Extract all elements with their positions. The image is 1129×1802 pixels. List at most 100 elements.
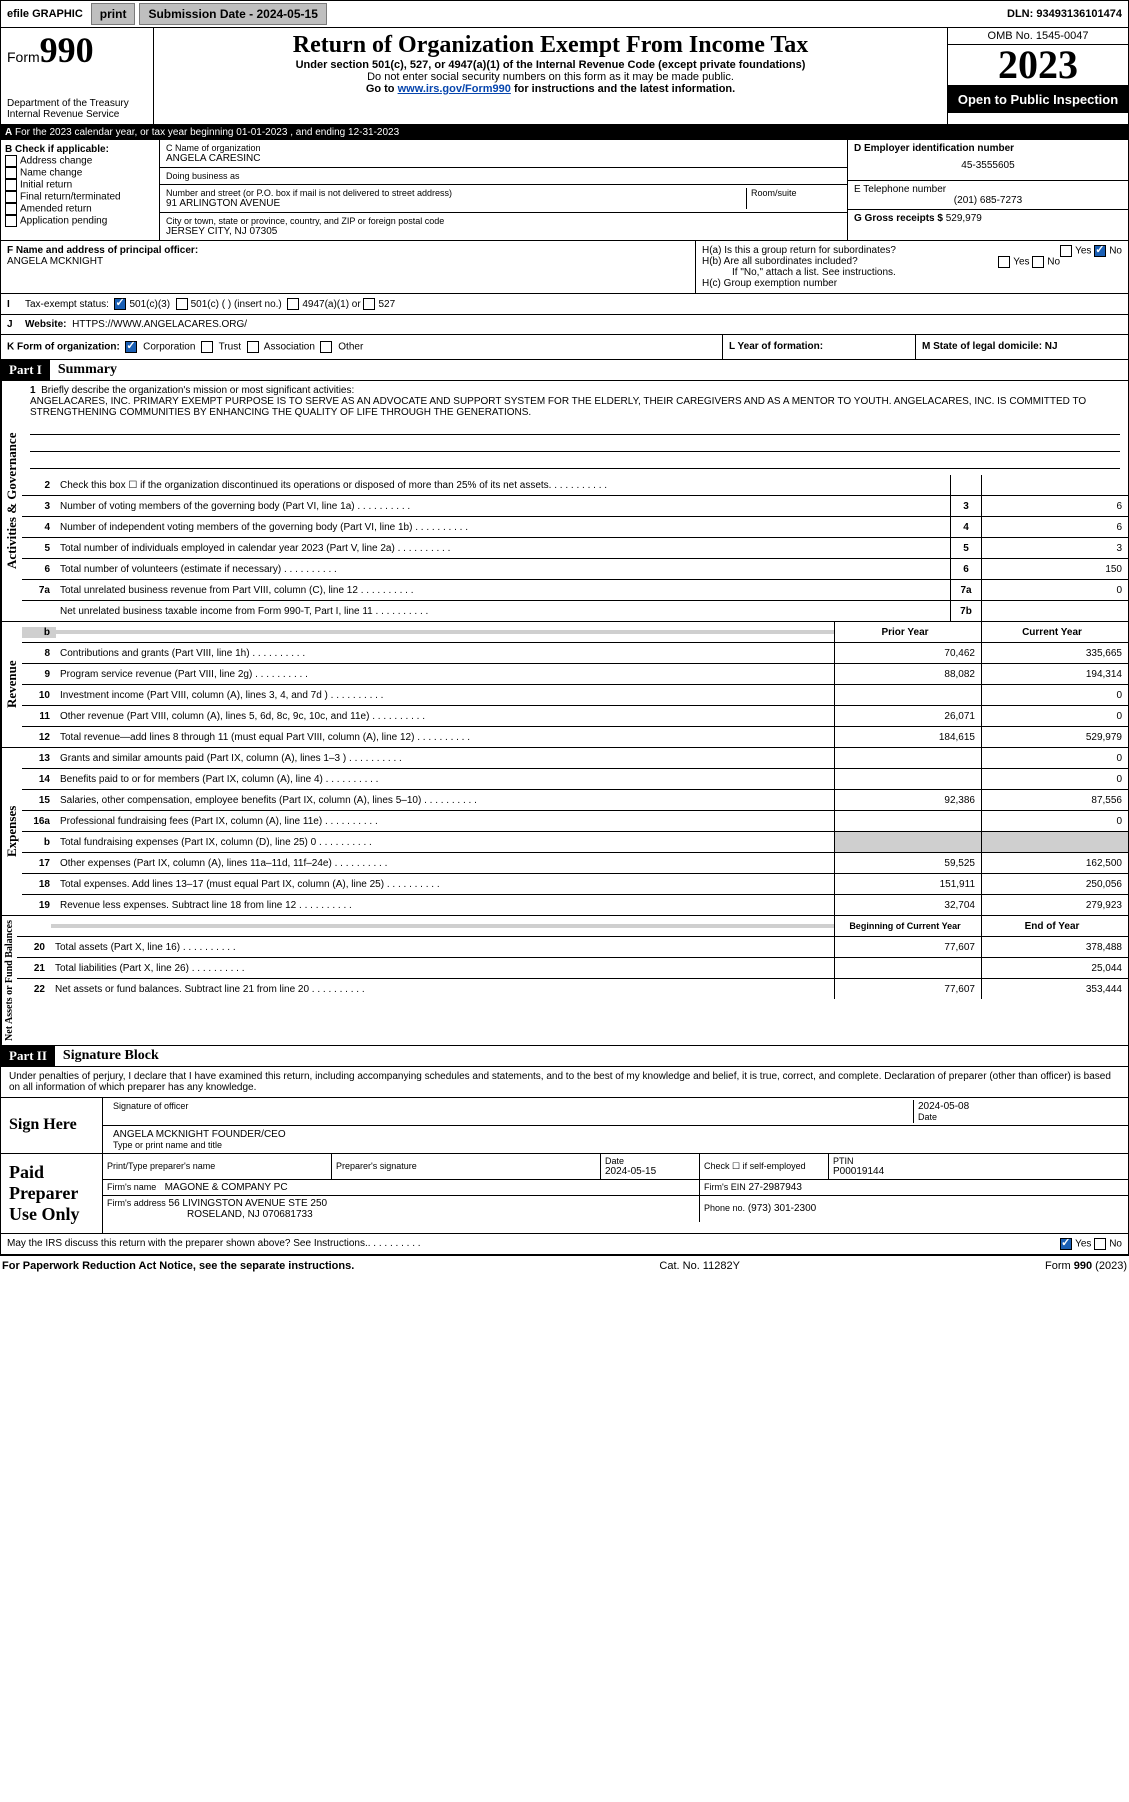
entity-block: B Check if applicable: Address change Na…: [0, 140, 1129, 241]
tax-year: 2023: [948, 45, 1128, 86]
line-16a: 16a Professional fundraising fees (Part …: [22, 811, 1128, 832]
hb-label: H(b) Are all subordinates included?: [702, 256, 858, 267]
part-1-header: Part I Summary: [0, 360, 1129, 381]
initial-return-checkbox[interactable]: [5, 179, 17, 191]
line-22: 22 Net assets or fund balances. Subtract…: [17, 979, 1128, 999]
line-18: 18 Total expenses. Add lines 13–17 (must…: [22, 874, 1128, 895]
submission-date-button[interactable]: Submission Date - 2024-05-15: [139, 3, 326, 25]
association-checkbox[interactable]: [247, 341, 259, 353]
line-19: 19 Revenue less expenses. Subtract line …: [22, 895, 1128, 915]
line-13: 13 Grants and similar amounts paid (Part…: [22, 748, 1128, 769]
firm-ein: 27-2987943: [749, 1182, 802, 1193]
officer-label: F Name and address of principal officer:: [7, 245, 198, 256]
address-label: Number and street (or P.O. box if mail i…: [166, 188, 746, 198]
ha-label: H(a) Is this a group return for subordin…: [702, 245, 896, 256]
501c-checkbox[interactable]: [176, 298, 188, 310]
prior-year-header: Prior Year: [834, 622, 981, 642]
efile-label: efile GRAPHIC: [1, 8, 89, 20]
part-2-header: Part II Signature Block: [0, 1046, 1129, 1067]
discuss-yes-checkbox[interactable]: [1060, 1238, 1072, 1250]
line-17: 17 Other expenses (Part IX, column (A), …: [22, 853, 1128, 874]
print-button[interactable]: print: [91, 3, 136, 25]
year-formation-label: L Year of formation:: [729, 341, 823, 352]
gross-receipts-value: 529,979: [946, 213, 982, 224]
sign-here-label: Sign Here: [1, 1098, 103, 1153]
line-15: 15 Salaries, other compensation, employe…: [22, 790, 1128, 811]
line-10: 10 Investment income (Part VIII, column …: [22, 685, 1128, 706]
4947-checkbox[interactable]: [287, 298, 299, 310]
section-i: I Tax-exempt status: 501(c)(3) 501(c) ( …: [0, 294, 1129, 315]
line-20: 20 Total assets (Part X, line 16) 77,607…: [17, 937, 1128, 958]
discuss-no-checkbox[interactable]: [1094, 1238, 1106, 1250]
current-year-header: Current Year: [981, 622, 1128, 642]
amended-return-checkbox[interactable]: [5, 203, 17, 215]
name-change-checkbox[interactable]: [5, 167, 17, 179]
application-pending-checkbox[interactable]: [5, 215, 17, 227]
city-label: City or town, state or province, country…: [166, 216, 841, 226]
net-assets-tab: Net Assets or Fund Balances: [1, 916, 17, 1045]
address-change-checkbox[interactable]: [5, 155, 17, 167]
527-checkbox[interactable]: [363, 298, 375, 310]
ha-yes-checkbox[interactable]: [1060, 245, 1072, 257]
firm-phone: (973) 301-2300: [748, 1203, 816, 1214]
section-f-h: F Name and address of principal officer:…: [0, 241, 1129, 294]
room-label: Room/suite: [751, 188, 841, 198]
org-name-label: C Name of organization: [166, 143, 841, 153]
form-subtitle-1: Under section 501(c), 527, or 4947(a)(1)…: [158, 59, 943, 71]
officer-name: ANGELA MCKNIGHT: [7, 256, 103, 267]
beginning-year-header: Beginning of Current Year: [834, 916, 981, 936]
ha-no-checkbox[interactable]: [1094, 245, 1106, 257]
line-7a: 7a Total unrelated business revenue from…: [22, 580, 1128, 601]
ein-value: 45-3555605: [854, 154, 1122, 177]
line-8: 8 Contributions and grants (Part VIII, l…: [22, 643, 1128, 664]
corporation-checkbox[interactable]: [125, 341, 137, 353]
hb-note: If "No," attach a list. See instructions…: [702, 267, 1122, 278]
governance-tab: Activities & Governance: [1, 381, 22, 621]
ein-label: D Employer identification number: [854, 143, 1122, 154]
form-number: 990: [40, 30, 94, 70]
page-footer: For Paperwork Reduction Act Notice, see …: [0, 1255, 1129, 1276]
501c3-checkbox[interactable]: [114, 298, 126, 310]
line-4: 4 Number of independent voting members o…: [22, 517, 1128, 538]
expenses-tab: Expenses: [1, 748, 22, 915]
website-value: HTTPS://WWW.ANGELACARES.ORG/: [72, 319, 247, 330]
dba-label: Doing business as: [166, 171, 841, 181]
address-value: 91 ARLINGTON AVENUE: [166, 198, 746, 209]
form-header: Form990 Department of the Treasury Inter…: [0, 28, 1129, 125]
form-word: Form: [7, 49, 40, 65]
line-a: A For the 2023 calendar year, or tax yea…: [0, 125, 1129, 140]
line-9: 9 Program service revenue (Part VIII, li…: [22, 664, 1128, 685]
paid-preparer-label: Paid Preparer Use Only: [1, 1154, 103, 1233]
irs-label: Internal Revenue Service: [7, 109, 147, 120]
hc-label: H(c) Group exemption number: [702, 278, 1122, 289]
mission-text: ANGELACARES, INC. PRIMARY EXEMPT PURPOSE…: [30, 396, 1086, 418]
final-return-checkbox[interactable]: [5, 191, 17, 203]
signer-name: ANGELA MCKNIGHT FOUNDER/CEO: [113, 1129, 1118, 1140]
line-3: 3 Number of voting members of the govern…: [22, 496, 1128, 517]
trust-checkbox[interactable]: [201, 341, 213, 353]
perjury-statement: Under penalties of perjury, I declare th…: [1, 1067, 1128, 1098]
phone-label: E Telephone number: [854, 184, 1122, 195]
line-14: 14 Benefits paid to or for members (Part…: [22, 769, 1128, 790]
line-: Net unrelated business taxable income fr…: [22, 601, 1128, 621]
line-6: 6 Total number of volunteers (estimate i…: [22, 559, 1128, 580]
line-11: 11 Other revenue (Part VIII, column (A),…: [22, 706, 1128, 727]
line-2: 2 Check this box ☐ if the organization d…: [22, 475, 1128, 496]
org-name: ANGELA CARESINC: [166, 153, 841, 164]
instructions-link[interactable]: www.irs.gov/Form990: [398, 83, 511, 95]
discuss-question: May the IRS discuss this return with the…: [7, 1238, 368, 1250]
line-21: 21 Total liabilities (Part X, line 26) 2…: [17, 958, 1128, 979]
line-b: b Total fundraising expenses (Part IX, c…: [22, 832, 1128, 853]
section-b-header: B Check if applicable:: [5, 144, 155, 155]
dln-label: DLN: 93493136101474: [1001, 8, 1128, 20]
end-year-header: End of Year: [981, 916, 1128, 936]
other-org-checkbox[interactable]: [320, 341, 332, 353]
hb-no-checkbox[interactable]: [1032, 256, 1044, 268]
hb-yes-checkbox[interactable]: [998, 256, 1010, 268]
revenue-tab: Revenue: [1, 622, 22, 747]
mission-question: Briefly describe the organization's miss…: [41, 385, 354, 396]
state-domicile: M State of legal domicile: NJ: [922, 341, 1058, 352]
phone-value: (201) 685-7273: [854, 195, 1122, 206]
open-to-public: Open to Public Inspection: [948, 86, 1128, 113]
line-5: 5 Total number of individuals employed i…: [22, 538, 1128, 559]
